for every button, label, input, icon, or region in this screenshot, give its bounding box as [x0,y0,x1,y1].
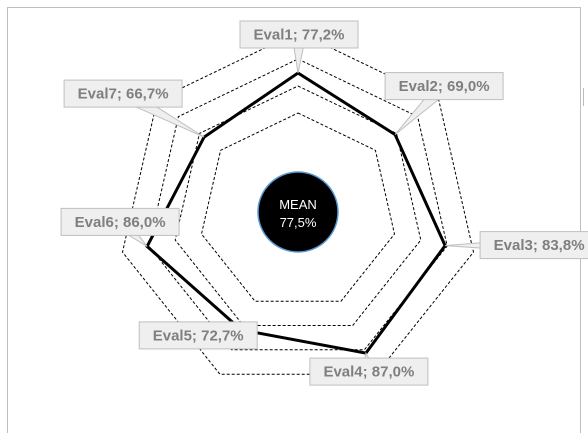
callout-fill [481,232,588,258]
mean-circle [257,171,339,253]
data-label: Eval1; 77,2% [254,27,345,44]
callout-eval5: Eval5; 72,7% [138,321,258,350]
data-label: Eval6; 86,0% [75,214,166,231]
callout-eval6: Eval6; 86,0% [60,207,180,247]
data-label: Eval3; 83,8% [494,237,585,254]
callout-eval4: Eval4; 87,0% [309,351,429,386]
callout-eval1: Eval1; 77,2% [239,20,359,74]
data-label: Eval2; 69,0% [399,78,490,95]
center-badge: MEAN 77,5% [257,171,339,253]
scroll-edge-mark [582,88,586,106]
callout-eval3: Eval3; 83,8% [445,231,588,260]
callout-fill [386,73,503,99]
mean-title: MEAN [279,197,317,212]
callout-fill [310,359,427,385]
callout-fill [65,81,182,107]
callout-fill [62,209,179,235]
callout-fill [140,322,257,348]
grid-ring-4 [121,31,475,375]
callout-eval2: Eval2; 69,0% [384,72,504,135]
callout-fill [241,22,357,47]
data-label: Eval5; 72,7% [153,327,244,344]
data-label: Eval7; 66,7% [78,86,169,103]
series-layer [145,71,447,355]
grid-ring-1 [200,112,396,302]
mean-value: 77,5% [280,215,317,230]
callout-layer: Eval1; 77,2% Eval2; 69,0% Eval3; 83,8% Eval… [60,20,588,386]
series-line [145,71,447,355]
data-label: Eval4; 87,0% [323,364,414,381]
callout-eval7: Eval7; 66,7% [63,79,205,138]
